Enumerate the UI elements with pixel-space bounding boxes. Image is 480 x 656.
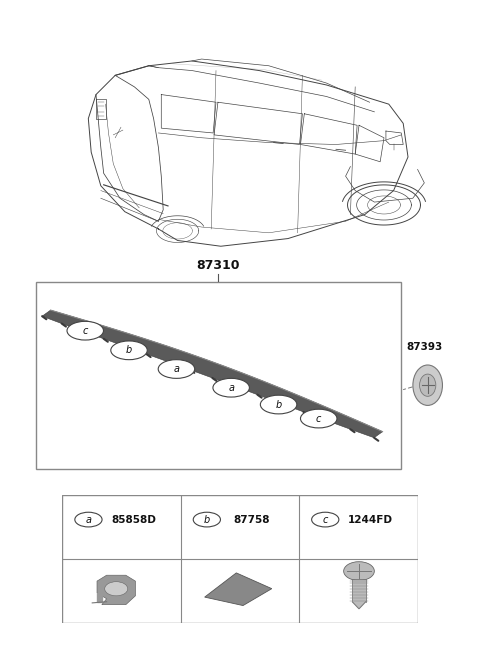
Circle shape <box>312 512 339 527</box>
Text: 85858D: 85858D <box>111 514 156 525</box>
Text: a: a <box>228 382 234 393</box>
Text: 87310: 87310 <box>197 259 240 272</box>
FancyBboxPatch shape <box>62 495 418 623</box>
Circle shape <box>111 341 147 359</box>
Text: b: b <box>126 345 132 356</box>
Text: 87758: 87758 <box>234 514 270 525</box>
Text: 1244FD: 1244FD <box>348 514 393 525</box>
Circle shape <box>75 512 102 527</box>
Text: c: c <box>323 514 328 525</box>
Circle shape <box>300 409 337 428</box>
Text: c: c <box>83 325 88 336</box>
Circle shape <box>420 374 436 396</box>
Circle shape <box>213 379 250 397</box>
Circle shape <box>193 512 220 527</box>
Text: b: b <box>276 400 282 409</box>
Circle shape <box>413 365 443 405</box>
Circle shape <box>158 359 195 379</box>
Circle shape <box>67 321 104 340</box>
Text: a: a <box>85 514 92 525</box>
Text: 87393: 87393 <box>406 342 443 352</box>
Text: b: b <box>204 514 210 525</box>
Text: a: a <box>173 364 180 374</box>
Polygon shape <box>42 310 383 438</box>
Text: c: c <box>316 413 322 424</box>
Circle shape <box>260 395 297 414</box>
FancyBboxPatch shape <box>36 282 401 469</box>
